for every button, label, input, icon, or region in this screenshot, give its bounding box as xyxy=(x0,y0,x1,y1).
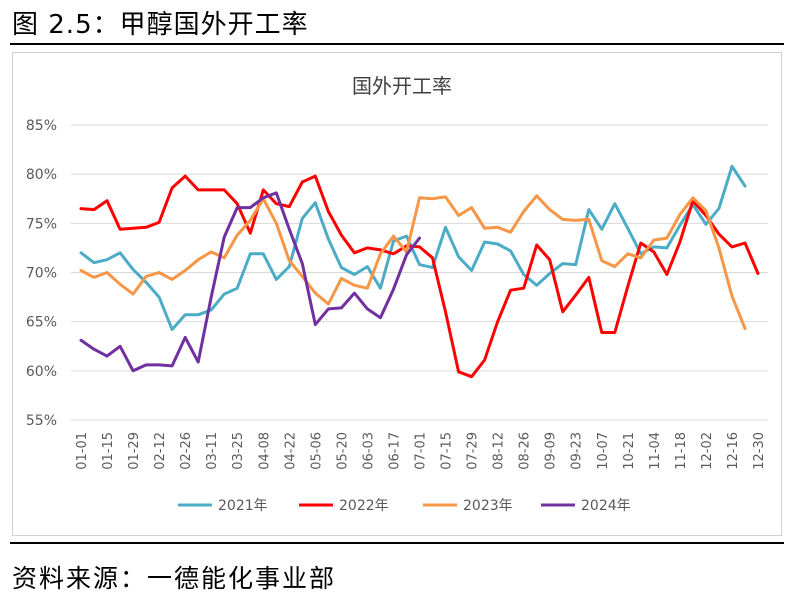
x-tick-label: 03-25 xyxy=(231,432,246,470)
legend-label: 2024年 xyxy=(581,498,631,514)
x-tick-label: 03-11 xyxy=(205,432,220,470)
bottom-rule xyxy=(10,542,784,544)
y-tick-label: 70% xyxy=(26,266,57,282)
x-tick-label: 05-06 xyxy=(309,432,324,470)
y-tick-label: 85% xyxy=(26,118,57,134)
x-tick-label: 10-21 xyxy=(622,432,637,470)
y-tick-label: 55% xyxy=(26,413,57,429)
legend-label: 2023年 xyxy=(463,498,513,514)
x-tick-label: 12-30 xyxy=(752,432,767,470)
x-tick-label: 08-12 xyxy=(492,432,507,470)
x-tick-label: 01-15 xyxy=(101,432,116,470)
x-tick-label: 01-01 xyxy=(75,432,90,470)
x-tick-label: 06-03 xyxy=(361,432,376,470)
x-tick-label: 06-17 xyxy=(387,432,402,470)
figure-title: 图 2.5：甲醇国外开工率 xyxy=(12,10,309,40)
series-line xyxy=(79,194,747,331)
source-note: 资料来源：一德能化事业部 xyxy=(12,564,337,593)
x-tick-label: 05-20 xyxy=(335,432,350,470)
x-tick-label: 09-09 xyxy=(544,432,559,470)
x-tick-label: 07-29 xyxy=(466,432,481,470)
line-chart: 国外开工率 55%60%65%70%75%80%85% 01-01 01-15 01… xyxy=(26,74,768,514)
y-tick-label: 65% xyxy=(26,315,57,331)
gridlines xyxy=(71,124,768,421)
x-tick-label: 01-29 xyxy=(127,432,142,470)
x-tick-label: 10-07 xyxy=(596,432,611,470)
series-line xyxy=(79,191,421,373)
top-rule xyxy=(10,43,784,45)
chart-frame: 国外开工率 55% 60% 65% 70% 75% 80% 85% 01-01 01-15 01… xyxy=(12,52,782,536)
x-tick-label: 11-18 xyxy=(674,432,689,470)
x-axis-labels: 01-01 01-15 01-29 02-12 02-26 03-11 03-25 04-08… xyxy=(75,432,767,470)
legend-label: 2021年 xyxy=(218,498,268,514)
series-line xyxy=(79,164,747,331)
x-tick-label: 07-15 xyxy=(440,432,455,470)
legend-label: 2022年 xyxy=(339,498,389,514)
y-tick-label: 60% xyxy=(26,364,57,380)
y-tick-label: 75% xyxy=(26,216,57,232)
y-axis-labels: 55% 60% 65% 70% 75% 80% 85% xyxy=(26,118,57,429)
x-tick-label: 09-23 xyxy=(570,432,585,470)
y-tick-label: 80% xyxy=(26,167,57,183)
chart-title: 国外开工率 xyxy=(352,74,452,98)
x-tick-label: 07-01 xyxy=(414,432,429,470)
series-lines xyxy=(79,164,760,379)
x-tick-label: 02-12 xyxy=(153,432,168,470)
x-tick-label: 12-02 xyxy=(700,432,715,470)
x-tick-label: 02-26 xyxy=(179,432,194,470)
x-tick-label: 04-08 xyxy=(257,432,272,470)
x-tick-label: 11-04 xyxy=(648,432,663,470)
x-tick-label: 12-16 xyxy=(726,432,741,470)
x-tick-label: 08-26 xyxy=(518,432,533,470)
legend: 2021年 2022年 2023年 2024年 xyxy=(178,498,631,514)
series-line xyxy=(79,174,760,379)
x-tick-label: 04-22 xyxy=(283,432,298,470)
